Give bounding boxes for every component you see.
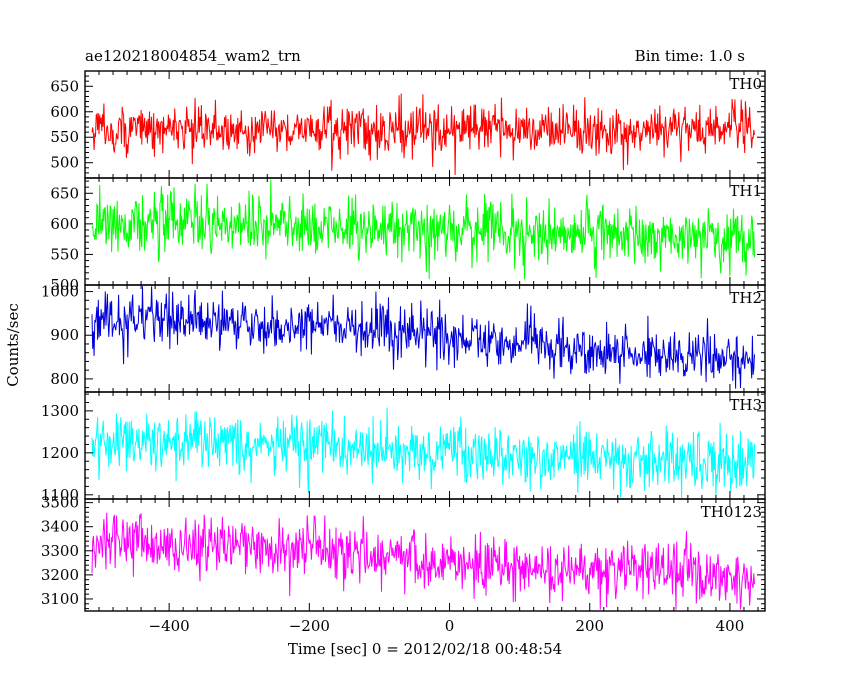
- y-tick-label: 650: [50, 184, 79, 202]
- y-axis-label: Counts/sec: [4, 303, 22, 387]
- x-tick-label: −400: [149, 617, 190, 635]
- y-tick-label: 3300: [41, 542, 79, 560]
- panel-th0123: 3100 3200 3300 3400 3500 TH0123: [41, 494, 766, 612]
- bin-time-label: Bin time: 1.0 s: [635, 47, 745, 65]
- y-tick-label: 3500: [41, 494, 79, 512]
- panels-group: 500 550 600 650 TH0 500 550 600 650 TH1 800 900 1000…: [41, 70, 766, 635]
- y-tick-label: 3200: [41, 566, 79, 584]
- chart-title: ae120218004854_wam2_trn: [85, 47, 301, 65]
- panel-label-th2: TH2: [729, 289, 762, 307]
- y-tick-label: 1200: [41, 444, 79, 462]
- y-tick-label: 600: [50, 103, 79, 121]
- y-tick-label: 3100: [41, 590, 79, 608]
- panel-label-th0123: TH0123: [701, 503, 762, 521]
- series-line-th3: [91, 407, 755, 498]
- y-tick-label: 900: [50, 326, 79, 344]
- x-tick-label: 0: [445, 617, 455, 635]
- series-line-th1: [91, 179, 755, 280]
- y-tick-label: 1300: [41, 402, 79, 420]
- x-tick-label: −200: [289, 617, 330, 635]
- panel-label-th3: TH3: [729, 396, 762, 414]
- y-tick-label: 500: [50, 276, 79, 294]
- x-axis-label: Time [sec] 0 = 2012/02/18 00:48:54: [288, 640, 562, 658]
- y-tick-label: 1000: [41, 283, 79, 301]
- panel-th3: 1100 1200 1300 TH3: [41, 391, 766, 504]
- panel-th1: 500 550 600 650 TH1: [50, 177, 766, 294]
- panel-th2: 800 900 1000 TH2: [41, 283, 766, 393]
- panel-frame: [84, 391, 766, 500]
- panel-label-th0: TH0: [729, 75, 762, 93]
- x-tick-label: 200: [575, 617, 604, 635]
- y-tick-label: 600: [50, 215, 79, 233]
- y-tick-label: 650: [50, 77, 79, 95]
- y-tick-label: 500: [50, 154, 79, 172]
- y-tick-label: 550: [50, 245, 79, 263]
- series-line-th0: [91, 93, 755, 176]
- series-line-th0123: [91, 512, 755, 610]
- panel-frame: [84, 498, 766, 612]
- y-tick-label: 1100: [41, 486, 79, 504]
- series-line-th2: [91, 286, 755, 389]
- x-tick-label: 400: [716, 617, 745, 635]
- panel-label-th1: TH1: [729, 182, 762, 200]
- y-tick-label: 3400: [41, 518, 79, 536]
- y-tick-label: 800: [50, 370, 79, 388]
- panel-th0: 500 550 600 650 TH0: [50, 70, 766, 179]
- y-tick-label: 550: [50, 128, 79, 146]
